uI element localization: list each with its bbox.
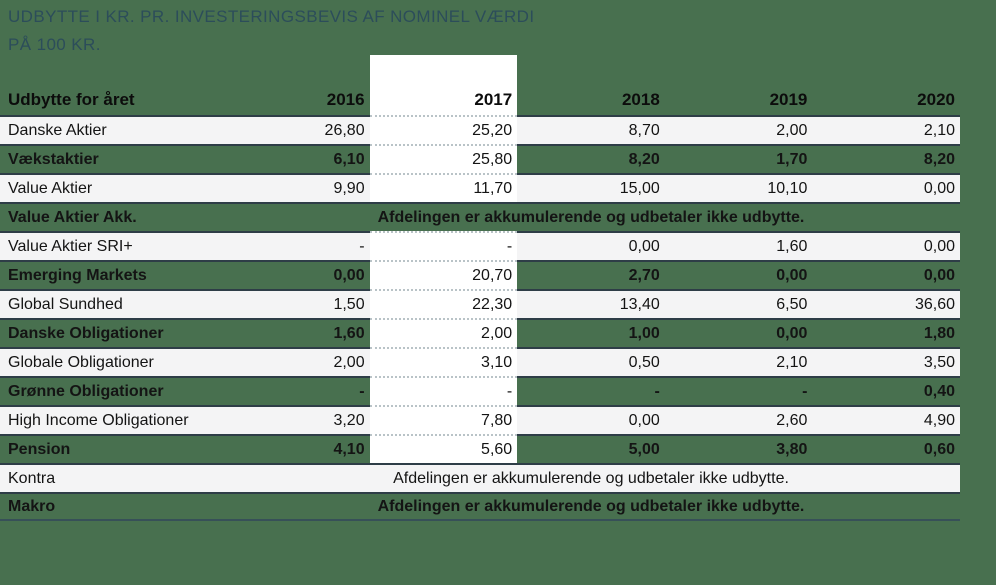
- table-row: Global Sundhed 1,50 22,30 13,40 6,50 36,60: [0, 289, 960, 318]
- value-2020: 2,10: [812, 115, 960, 144]
- value-2018: 8,20: [517, 144, 665, 173]
- value-2017: 7,80: [369, 405, 518, 434]
- value-2019: -: [664, 376, 813, 405]
- table-row: Emerging Markets 0,00 20,70 2,70 0,00 0,00: [0, 260, 960, 289]
- row-label: Global Sundhed: [0, 289, 222, 318]
- value-2016: -: [222, 231, 370, 260]
- value-2019: 2,10: [664, 347, 813, 376]
- value-2018: 0,50: [517, 347, 665, 376]
- value-2016: -: [222, 376, 370, 405]
- value-2019: 1,70: [664, 144, 813, 173]
- value-2018: 0,00: [517, 231, 665, 260]
- row-label: Value Aktier Akk.: [0, 202, 222, 231]
- value-2018: 0,00: [517, 405, 665, 434]
- header-year-2020: 2020: [917, 90, 955, 109]
- value-2020: 36,60: [812, 289, 960, 318]
- value-2020: 4,90: [812, 405, 960, 434]
- value-2017: 25,80: [369, 144, 518, 173]
- value-2017: 25,20: [369, 115, 518, 144]
- value-2016: 26,80: [222, 115, 370, 144]
- value-2018: 1,00: [517, 318, 665, 347]
- table-row: Grønne Obligationer - - - -0,40: [0, 376, 960, 405]
- row-label: Makro: [0, 492, 222, 521]
- row-label: High Income Obligationer: [0, 405, 222, 434]
- row-label: Emerging Markets: [0, 260, 222, 289]
- row-label: Grønne Obligationer: [0, 376, 222, 405]
- table-row: Danske Aktier 26,80 25,20 8,70 2,00 2,10: [0, 115, 960, 144]
- row-label: Globale Obligationer: [0, 347, 222, 376]
- value-2016: 1,50: [222, 289, 370, 318]
- value-2019: 6,50: [664, 289, 813, 318]
- page-title-line1: UDBYTTE I KR. PR. INVESTERINGSBEVIS AF N…: [8, 7, 535, 26]
- value-2020: 0,00: [812, 231, 960, 260]
- value-2016: 6,10: [222, 144, 370, 173]
- value-2018: 5,00: [517, 434, 665, 463]
- row-label: Kontra: [0, 463, 222, 492]
- table-row: Makro Afdelingen er akkumulerende og udbe…: [0, 492, 960, 521]
- row-label: Vækstaktier: [0, 144, 222, 173]
- header-year-2019: 2019: [769, 90, 808, 109]
- row-label: Pension: [0, 434, 222, 463]
- value-2017: 2,00: [369, 318, 518, 347]
- value-2016: 0,00: [222, 260, 370, 289]
- value-2016: 3,20: [222, 405, 370, 434]
- value-2017: -: [369, 231, 518, 260]
- header-year-2018: 2018: [621, 90, 660, 109]
- value-2020: 1,80: [812, 318, 960, 347]
- value-2019: 0,00: [664, 318, 813, 347]
- table-row: High Income Obligationer 3,20 7,80 0,00 2,60…: [0, 405, 960, 434]
- value-2019: 3,80: [664, 434, 813, 463]
- dividend-table: Udbytte for året 2016 2017 2018 2019 202…: [0, 55, 960, 521]
- value-2019: 1,60: [664, 231, 813, 260]
- table-body: Danske Aktier 26,80 25,20 8,70 2,00 2,10 Vækst…: [0, 115, 960, 521]
- value-2017: 11,70: [369, 173, 518, 202]
- row-label: Danske Aktier: [0, 115, 222, 144]
- value-2016: 4,10: [222, 434, 370, 463]
- value-2017: 5,60: [369, 434, 518, 463]
- row-label: Danske Obligationer: [0, 318, 222, 347]
- value-2019: 0,00: [664, 260, 813, 289]
- header-year-2016: 2016: [326, 90, 365, 109]
- accumulating-message: Afdelingen er akkumulerende og udbetaler…: [222, 463, 960, 492]
- table-row: Globale Obligationer 2,00 3,10 0,50 2,10 3,50: [0, 347, 960, 376]
- value-2017: 22,30: [369, 289, 518, 318]
- table-row: Value Aktier 9,90 11,70 15,00 10,10 0,00: [0, 173, 960, 202]
- accumulating-message: Afdelingen er akkumulerende og udbetaler…: [222, 492, 960, 521]
- value-2018: 13,40: [517, 289, 665, 318]
- value-2020: 0,40: [812, 376, 960, 405]
- table-row: Kontra Afdelingen er akkumulerende og udb…: [0, 463, 960, 492]
- value-2019: 10,10: [664, 173, 813, 202]
- page-title: UDBYTTE I KR. PR. INVESTERINGSBEVIS AF N…: [8, 3, 534, 59]
- value-2018: 15,00: [517, 173, 665, 202]
- row-label: Value Aktier SRI+: [0, 231, 222, 260]
- table-header-row: Udbytte for året 2016 2017 2018 2019 202…: [0, 55, 960, 115]
- table-row: Danske Obligationer 1,60 2,00 1,00 0,00 1,80: [0, 318, 960, 347]
- value-2019: 2,60: [664, 405, 813, 434]
- value-2016: 2,00: [222, 347, 370, 376]
- value-2020: 0,60: [812, 434, 960, 463]
- value-2016: 9,90: [222, 173, 370, 202]
- table-row: Vækstaktier 6,10 25,80 8,20 1,70 8,20: [0, 144, 960, 173]
- value-2018: -: [517, 376, 665, 405]
- header-label: Udbytte for året: [8, 90, 135, 109]
- value-2017: -: [369, 376, 518, 405]
- row-label: Value Aktier: [0, 173, 222, 202]
- table-row: Value Aktier Akk. Afdelingen er akkumuler…: [0, 202, 960, 231]
- header-year-2017: 2017: [369, 55, 518, 115]
- page-title-line2: PÅ 100 KR.: [8, 35, 101, 54]
- value-2020: 3,50: [812, 347, 960, 376]
- value-2018: 8,70: [517, 115, 665, 144]
- table-row: Pension 4,10 5,60 5,00 3,80 0,60: [0, 434, 960, 463]
- table-row: Value Aktier SRI+ - -0,00 1,60 0,00: [0, 231, 960, 260]
- accumulating-message: Afdelingen er akkumulerende og udbetaler…: [222, 202, 960, 231]
- value-2017: 3,10: [369, 347, 518, 376]
- value-2020: 8,20: [812, 144, 960, 173]
- value-2017: 20,70: [369, 260, 518, 289]
- value-2016: 1,60: [222, 318, 370, 347]
- value-2018: 2,70: [517, 260, 665, 289]
- value-2020: 0,00: [812, 260, 960, 289]
- value-2020: 0,00: [812, 173, 960, 202]
- value-2019: 2,00: [664, 115, 813, 144]
